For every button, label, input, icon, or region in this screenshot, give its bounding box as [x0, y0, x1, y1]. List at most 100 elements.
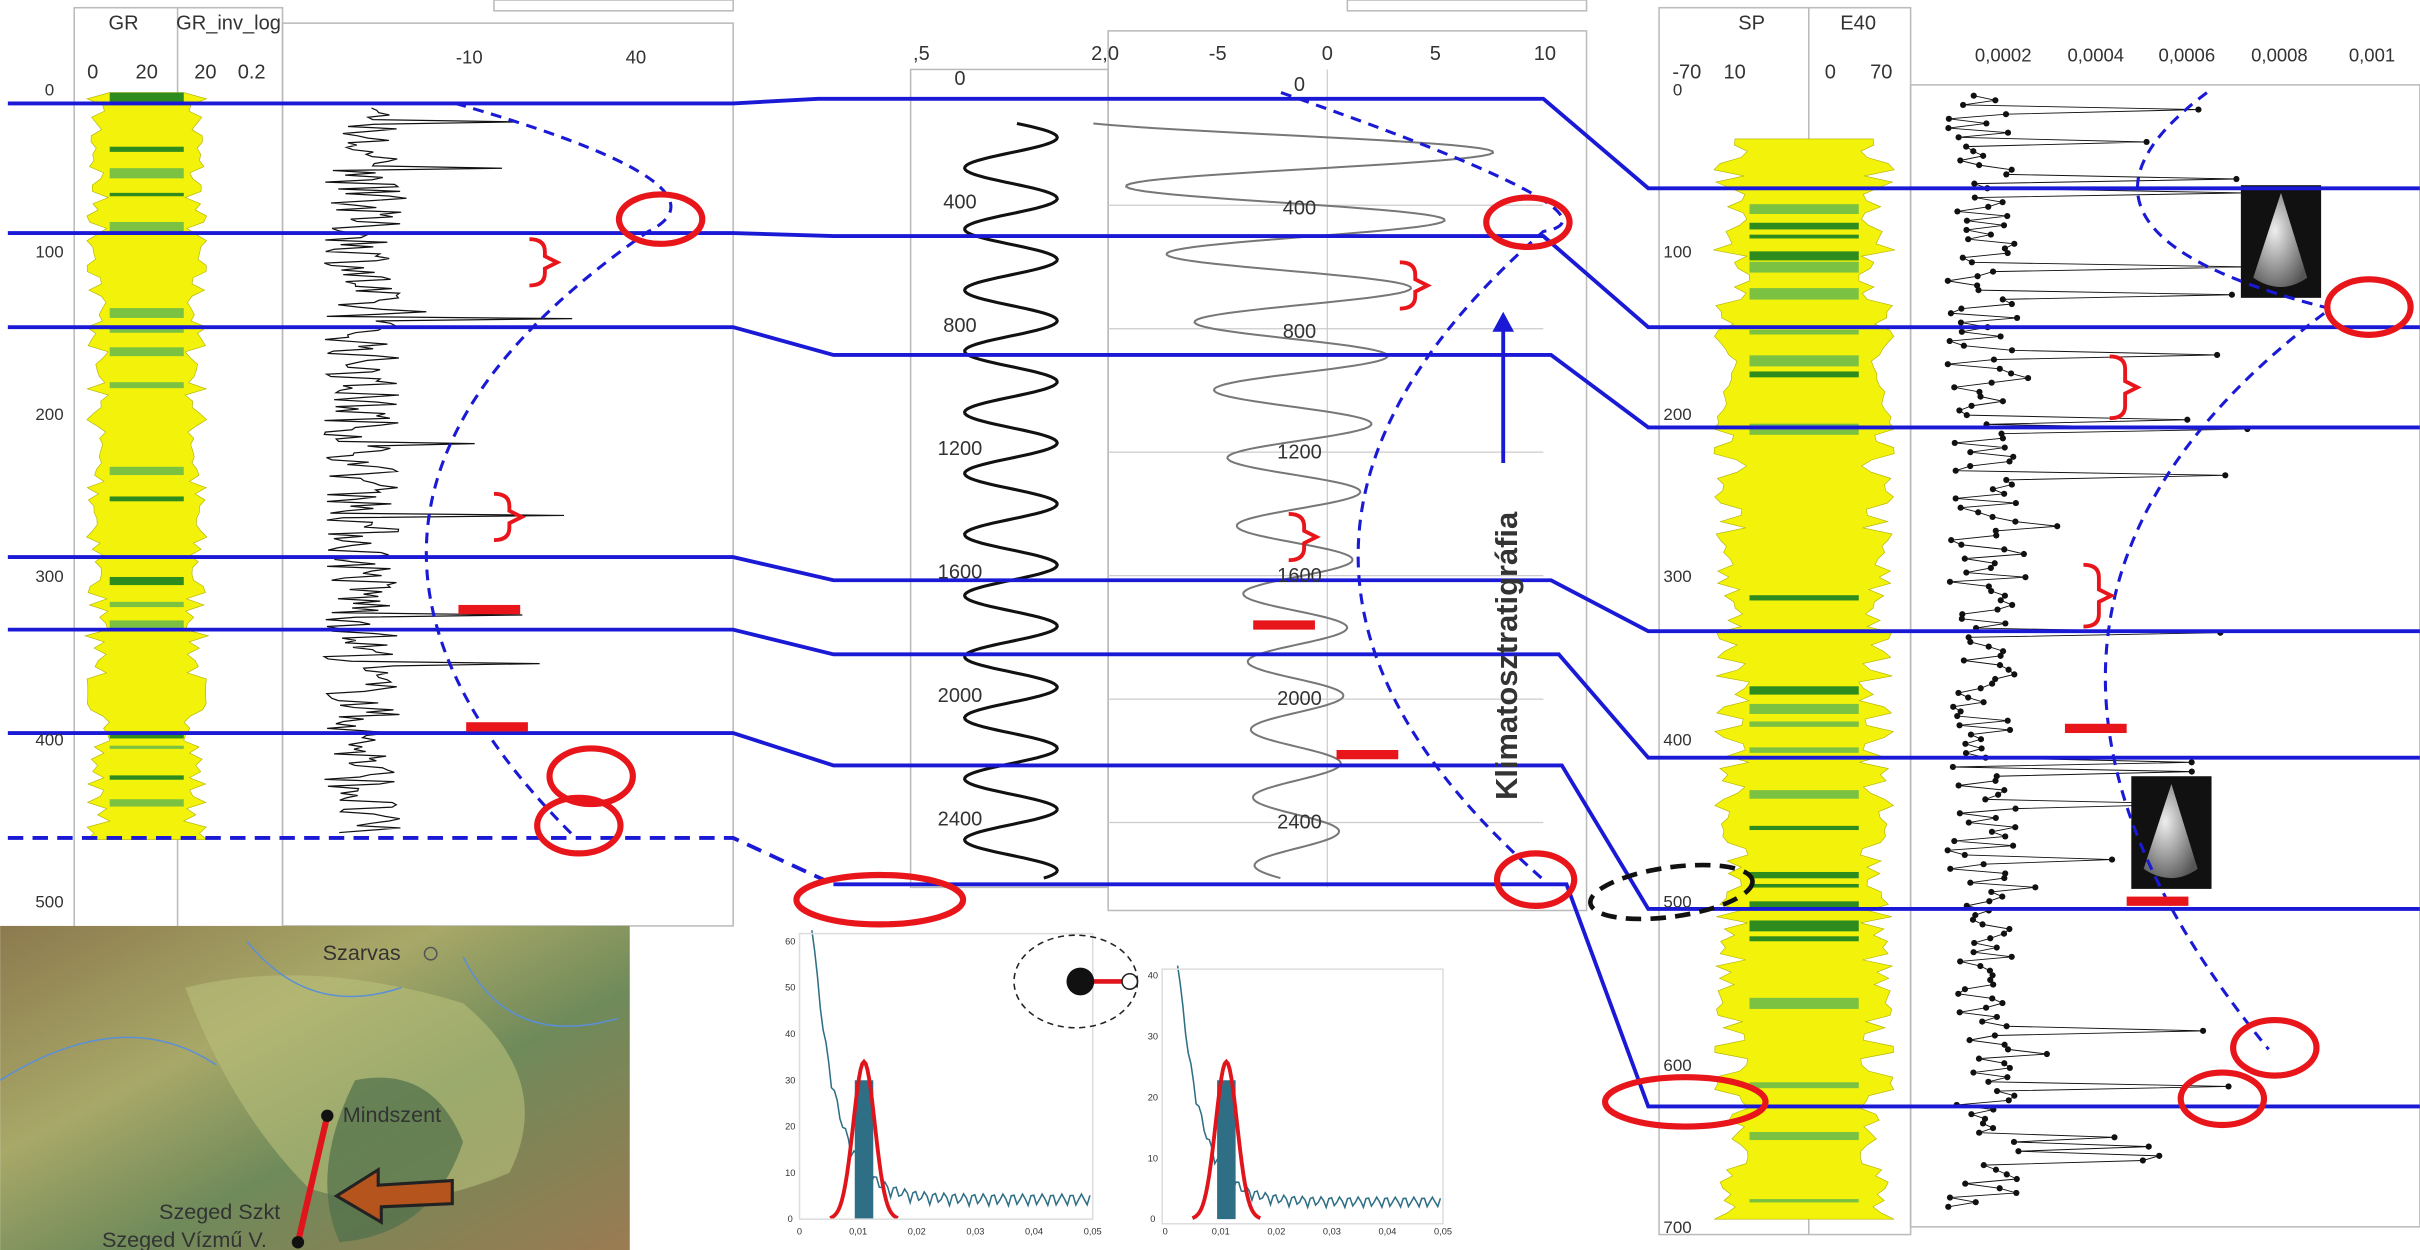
shale-band: [1749, 790, 1859, 799]
sample-point: [1957, 708, 1964, 715]
sample-point: [1967, 731, 1975, 738]
highlight: [2324, 276, 2414, 338]
sample-point: [1958, 615, 1965, 622]
sample-point: [1980, 861, 1987, 868]
sample-point: [2000, 222, 2008, 229]
sample-point: [2004, 250, 2011, 257]
y-tick-label: 0: [788, 1214, 793, 1224]
depth-label: 1200: [1277, 441, 1322, 463]
shale-band: [1749, 883, 1859, 888]
shale-band: [109, 146, 184, 152]
red-bar: [2126, 896, 2189, 906]
shale-band: [109, 745, 184, 749]
x-tick-label: 0: [797, 1227, 802, 1237]
trend-curve: [424, 101, 673, 835]
shale-band: [109, 221, 184, 232]
sample-point: [1970, 92, 1977, 99]
shale-band: [109, 168, 184, 179]
sample-point: [1975, 287, 1982, 294]
sample-point: [2199, 1027, 2207, 1034]
sample-point: [1955, 990, 1962, 997]
scale-label: 5: [1430, 43, 1441, 65]
sample-point: [2222, 472, 2229, 479]
sample-point: [2188, 759, 2195, 766]
shale-band: [1749, 825, 1859, 831]
shale-band: [1749, 222, 1859, 230]
sample-point: [2010, 842, 2017, 849]
scale-label: -5: [1209, 43, 1227, 65]
depth-label: 800: [1283, 321, 1316, 343]
depth-label: 700: [1663, 1218, 1691, 1237]
sample-point: [1989, 972, 1996, 979]
sample-point: [2011, 1092, 2018, 1099]
shale-band: [1749, 871, 1859, 879]
shale-band: [109, 496, 184, 502]
sample-point: [1963, 412, 1970, 419]
sample-point: [1987, 935, 1994, 942]
sample-point: [2004, 717, 2011, 724]
shale-band: [109, 347, 184, 357]
scale-label: 2,0: [1091, 43, 1119, 65]
sample-point: [1965, 819, 1972, 826]
sample-point: [2195, 106, 2202, 113]
sample-point: [1952, 495, 1959, 502]
sample-point: [2001, 444, 2008, 451]
sample-point: [1992, 675, 1999, 683]
sample-point: [1997, 333, 2004, 340]
sample-point: [1978, 745, 1985, 752]
sample-point: [1977, 685, 1984, 692]
y-tick-label: 20: [785, 1122, 795, 1132]
sample-point: [1961, 851, 1968, 859]
sample-point: [1980, 1162, 1987, 1169]
red-bar: [466, 722, 528, 732]
bracket: [529, 237, 562, 288]
depth-label: 300: [35, 567, 63, 586]
sample-point: [1975, 1055, 1983, 1062]
sample-point: [1990, 981, 1997, 988]
sample-point: [1975, 509, 1982, 516]
sample-point: [2012, 805, 2019, 812]
scale-label: 20: [136, 62, 158, 84]
sample-point: [2012, 824, 2019, 831]
fossils: [2131, 185, 2322, 889]
shale-band: [109, 92, 184, 105]
shale-band: [1749, 920, 1859, 932]
sample-point: [1965, 694, 1972, 701]
sample-point: [2139, 1157, 2146, 1164]
scale-label: 0,0006: [2159, 45, 2216, 66]
sample-point: [2003, 171, 2010, 178]
sample-point: [2006, 458, 2013, 465]
sample-point: [1989, 1125, 1997, 1132]
sample-point: [1968, 1111, 1975, 1118]
highlight: [615, 191, 706, 247]
sample-point: [1980, 699, 1987, 706]
trend-curve: [2103, 91, 2334, 1051]
shale-band: [1749, 261, 1859, 273]
scale-label: 0,0004: [2068, 45, 2125, 66]
sample-point: [1944, 277, 1951, 284]
band: [854, 1080, 874, 1220]
sample-point: [1971, 939, 1978, 946]
bracket: [1288, 511, 1321, 563]
sample-point: [2004, 1074, 2011, 1081]
sample-point: [2007, 370, 2015, 377]
x-tick-label: 0,03: [1323, 1227, 1341, 1237]
scale-label: 0.2: [238, 62, 266, 84]
sample-point: [1991, 560, 1998, 567]
arrow-head: [1492, 311, 1515, 332]
shale-band: [109, 325, 184, 333]
sample-point: [2009, 601, 2016, 609]
shale-band: [1749, 234, 1859, 239]
sample-point: [1986, 967, 1994, 974]
sample-point: [2054, 523, 2061, 530]
x-tick-label: 0,04: [1025, 1227, 1043, 1237]
scale-label: ,5: [913, 43, 930, 65]
sample-point: [1981, 1115, 1989, 1122]
orbit: [1013, 934, 1139, 1029]
sample-point: [1963, 217, 1971, 224]
sample-point: [2156, 1152, 2163, 1159]
log-header: GR_inv_log: [176, 12, 281, 34]
red-bar: [2064, 723, 2127, 734]
shale-band: [1749, 1199, 1859, 1203]
